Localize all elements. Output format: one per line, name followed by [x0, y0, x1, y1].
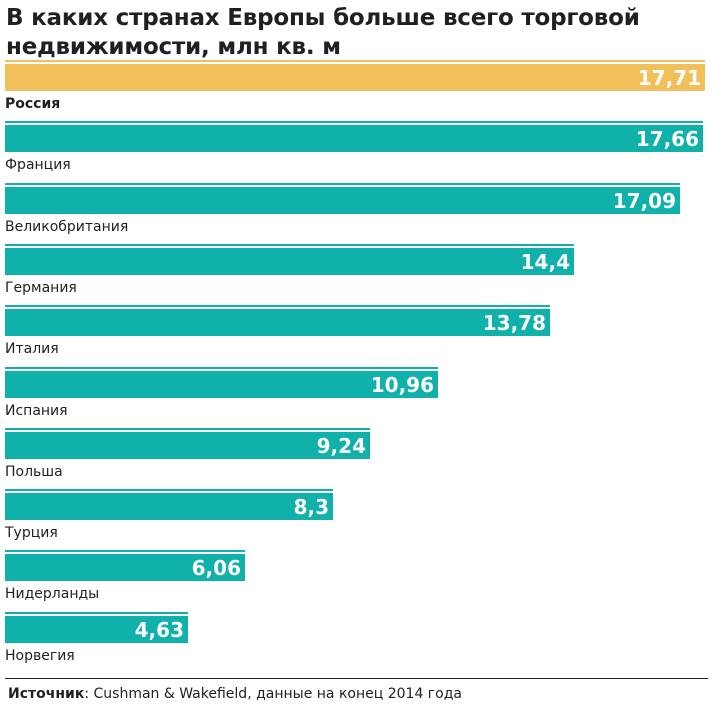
bar-group: 17,09 Великобритания [5, 183, 680, 235]
bar-group: 13,78 Италия [5, 305, 550, 357]
category-label: Турция [4, 525, 58, 541]
bar [5, 432, 370, 459]
bar-group: 8,3 Турция [4, 489, 333, 541]
bar [5, 248, 574, 275]
bar-top-rule [5, 60, 705, 62]
data-label: 8,3 [294, 495, 329, 519]
data-label: 17,09 [613, 189, 676, 213]
data-label: 17,71 [638, 66, 701, 90]
chart-title: В каких странах Европы больше всего торг… [6, 5, 640, 60]
bar-group: 14,4 Германия [5, 244, 574, 296]
category-label: Германия [5, 280, 77, 296]
category-label: Норвегия [5, 648, 75, 664]
bar-top-rule [5, 550, 245, 552]
bar-top-rule [5, 489, 333, 491]
bar-top-rule [5, 244, 574, 246]
bar-group: 6,06 Нидерланды [5, 550, 245, 602]
category-label: Великобритания [5, 219, 128, 235]
data-label: 9,24 [317, 434, 366, 458]
bar-top-rule [5, 305, 550, 307]
category-label: Франция [5, 157, 71, 173]
data-label: 17,66 [636, 127, 699, 151]
data-label: 13,78 [483, 311, 546, 335]
source-note: Источник: Cushman & Wakefield, данные на… [8, 686, 462, 702]
bar-group: 17,71 Россия [5, 60, 705, 112]
bar [5, 371, 438, 398]
source-colon: : [84, 686, 94, 702]
data-label: 4,63 [135, 618, 184, 642]
bar-group: 9,24 Польша [5, 428, 370, 480]
category-label: Испания [5, 403, 68, 419]
bar [5, 493, 333, 520]
category-label: Россия [5, 96, 60, 112]
bar-group: 10,96 Испания [5, 367, 438, 419]
bar-top-rule [5, 183, 680, 185]
bar-top-rule [5, 367, 438, 369]
bar-top-rule [5, 428, 370, 430]
source-text: Cushman & Wakefield, данные на конец 201… [93, 686, 462, 702]
bar-top-rule [5, 121, 703, 123]
category-label: Италия [5, 341, 59, 357]
category-label: Нидерланды [5, 586, 99, 602]
data-label: 10,96 [371, 373, 434, 397]
bar [5, 309, 550, 336]
source-divider [5, 678, 708, 679]
category-label: Польша [5, 464, 63, 480]
source-label: Источник [8, 686, 85, 702]
bar [5, 64, 705, 91]
bar [5, 187, 680, 214]
bar-group: 4,63 Норвегия [5, 612, 188, 664]
bar [5, 616, 188, 643]
bar [5, 554, 245, 581]
data-label: 6,06 [192, 556, 241, 580]
data-label: 14,4 [521, 250, 570, 274]
bar [5, 125, 703, 152]
bar-group: 17,66 Франция [5, 121, 703, 173]
bar-top-rule [5, 612, 188, 614]
